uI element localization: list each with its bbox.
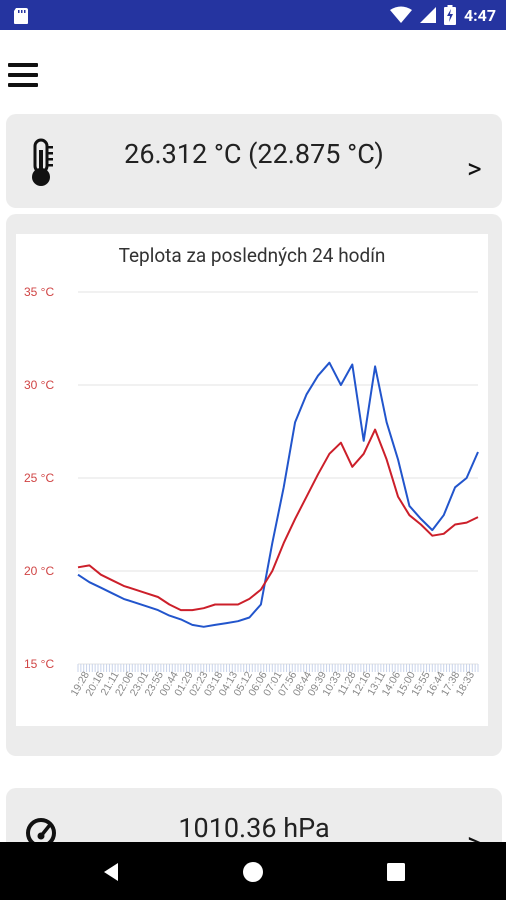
status-time: 4:47 (463, 5, 496, 25)
chart-svg: Teplota za posledných 24 hodín 35 °C 30 °… (24, 244, 479, 698)
temperature-value: 26.312 °C (22.875 °C) (124, 138, 384, 170)
series-line-blue (77, 361, 479, 628)
wifi-icon (389, 6, 412, 23)
y-tick-label: 20 °C (24, 564, 54, 578)
chart-title: Teplota za posledných 24 hodín (119, 244, 386, 267)
thermometer-icon (32, 138, 53, 186)
hamburger-menu-icon[interactable] (8, 61, 38, 89)
recents-icon[interactable] (386, 862, 406, 882)
y-tick-label: 35 °C (24, 285, 54, 299)
navigation-bar (0, 842, 506, 900)
battery-charging-icon (443, 5, 456, 25)
home-icon[interactable] (242, 861, 264, 883)
temperature-chart: Teplota za posledných 24 hodín 35 °C 30 °… (16, 234, 488, 726)
y-tick-label: 25 °C (24, 471, 54, 485)
series-line-red (77, 428, 479, 612)
signal-icon (419, 7, 436, 23)
pressure-value: 1010.36 hPa (178, 812, 330, 844)
app-bar (0, 30, 506, 114)
back-icon[interactable] (100, 861, 122, 883)
status-bar: 4:47 (0, 0, 506, 30)
y-tick-label: 30 °C (24, 378, 54, 392)
temperature-card[interactable]: 26.312 °C (22.875 °C) > (6, 114, 502, 208)
y-tick-label: 15 °C (24, 657, 54, 671)
sd-card-icon (14, 8, 28, 24)
chevron-right-icon[interactable]: > (467, 152, 482, 185)
